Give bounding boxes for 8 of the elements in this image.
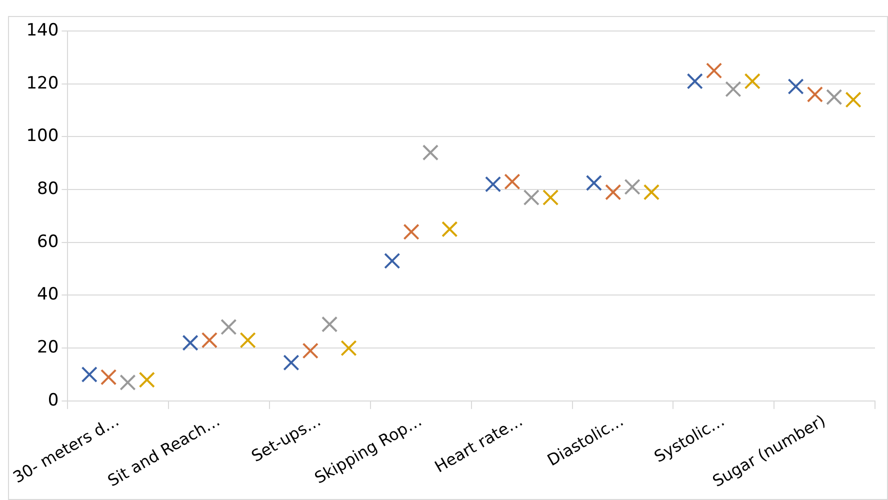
y-tick-label: 140	[26, 20, 59, 40]
y-tick-label: 0	[48, 390, 59, 410]
y-tick-label: 40	[37, 284, 59, 305]
y-tick-label: 20	[37, 338, 59, 358]
y-tick-label: 120	[26, 73, 59, 94]
y-tick-label: 100	[26, 126, 59, 146]
y-tick-label: 80	[37, 178, 59, 199]
y-tick-label: 60	[37, 232, 59, 252]
